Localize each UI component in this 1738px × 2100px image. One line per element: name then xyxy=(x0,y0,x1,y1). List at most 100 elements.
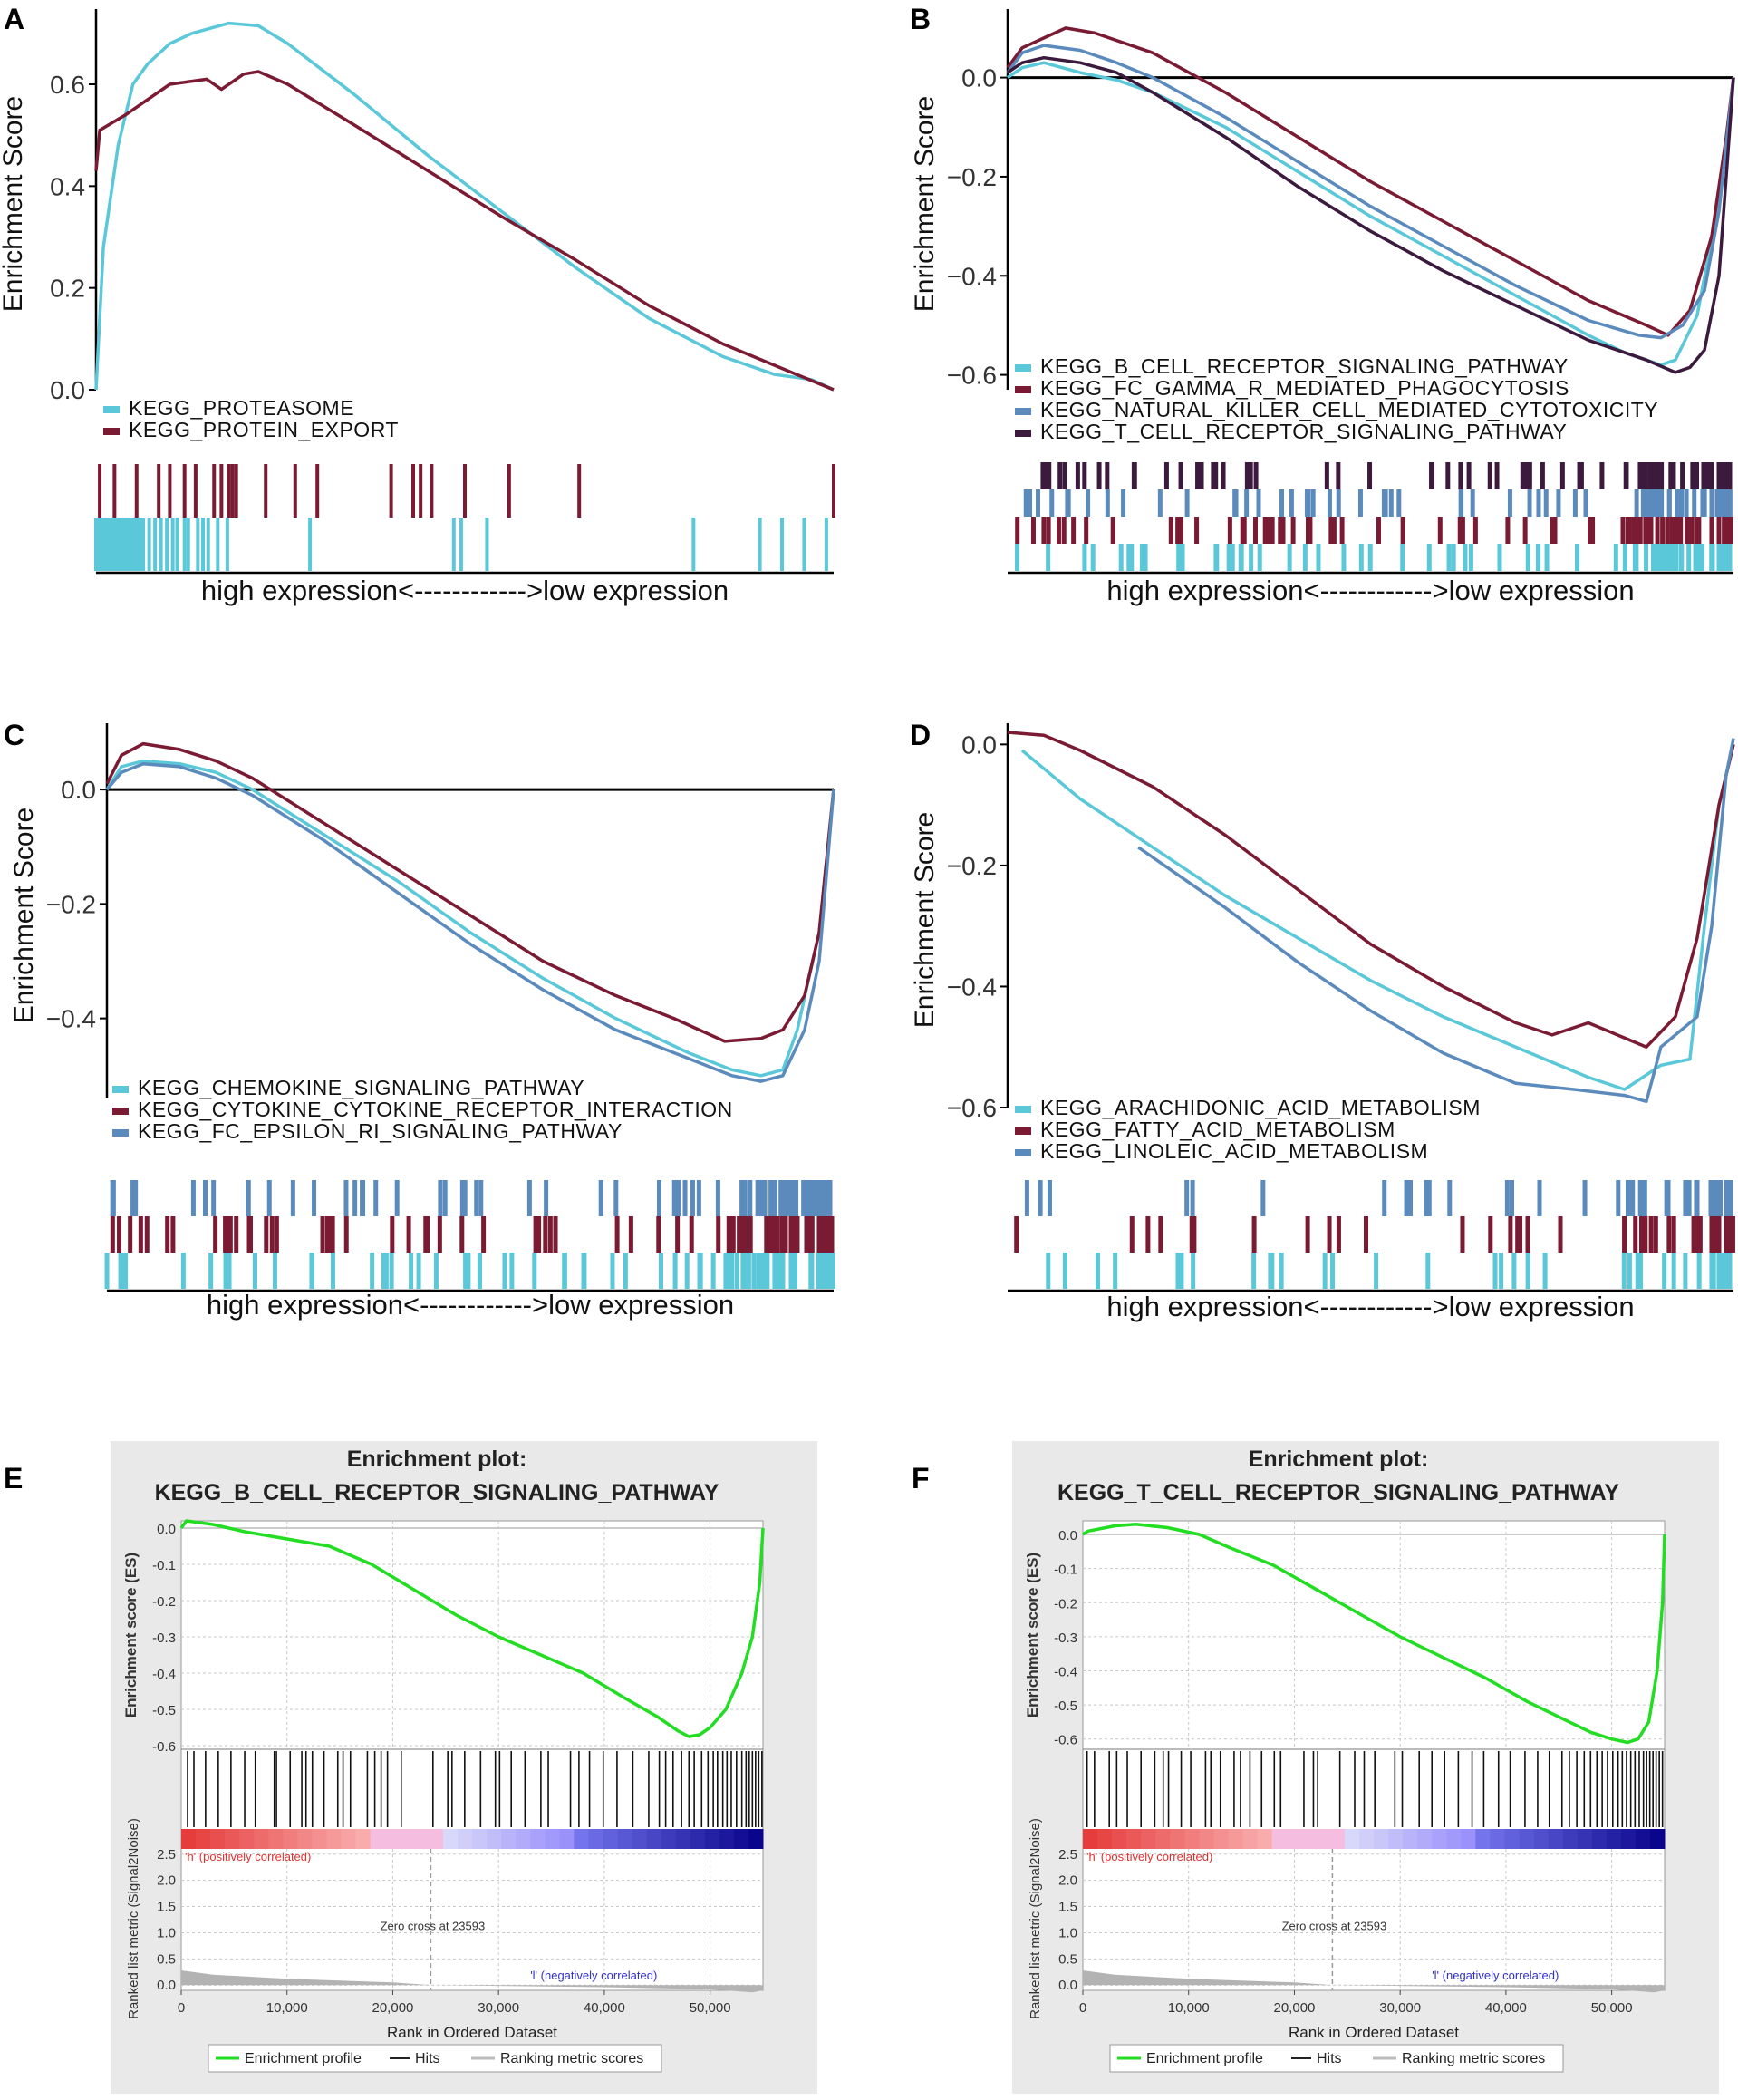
color-bar-segment xyxy=(1461,1829,1476,1849)
x-tick-label: 20,000 xyxy=(1274,2000,1316,2016)
color-bar-segment xyxy=(1213,1829,1229,1849)
x-tick-label: 10,000 xyxy=(1168,2000,1210,2016)
color-bar-segment xyxy=(516,1829,531,1849)
legend-label: KEGG_NATURAL_KILLER_CELL_MEDIATED_CYTOTO… xyxy=(1040,398,1658,421)
x-tick-label: 30,000 xyxy=(1379,2000,1421,2016)
color-bar-segment xyxy=(1374,1829,1389,1849)
legend-swatch xyxy=(112,1129,129,1137)
color-bar-segment xyxy=(472,1829,488,1849)
negative-correlation-label: 'l' (negatively correlated) xyxy=(1432,1969,1559,1982)
x-tick-label: 40,000 xyxy=(584,2000,625,2016)
rank-tick-label: 0.0 xyxy=(157,1978,176,1993)
legend-label: KEGG_ARACHIDONIC_ACID_METABOLISM xyxy=(1040,1096,1481,1119)
y-tick-label: −0.4 xyxy=(947,262,997,290)
legend-swatch xyxy=(1015,1149,1031,1156)
legend-label-hits: Hits xyxy=(1317,2051,1342,2066)
color-bar-segment xyxy=(559,1829,575,1849)
color-bar-segment xyxy=(1242,1829,1259,1849)
color-bar-segment xyxy=(1257,1829,1273,1849)
rank-tick-label: 1.5 xyxy=(157,1900,176,1915)
enrichment-profile-line xyxy=(1082,1523,1666,1745)
rank-tick-label: 1.0 xyxy=(1058,1925,1077,1940)
color-bar-segment xyxy=(1112,1829,1127,1849)
color-bar-segment xyxy=(268,1829,284,1849)
es-axis-title: Enrichment score (ES) xyxy=(122,1553,140,1718)
gsea-legend-box xyxy=(208,2044,662,2073)
color-bar-segment xyxy=(690,1829,706,1849)
legend-label: KEGG_CHEMOKINE_SIGNALING_PATHWAY xyxy=(138,1076,584,1099)
y-tick-label: 0.0 xyxy=(961,731,997,759)
legend-label-ranking: Ranking metric scores xyxy=(500,2051,643,2066)
color-bar-segment xyxy=(588,1829,603,1849)
color-bar-segment xyxy=(1388,1829,1404,1849)
y-tick-label: 0.4 xyxy=(50,172,85,200)
x-axis-title: high expression<------------>low express… xyxy=(207,1289,734,1321)
color-bar-segment xyxy=(355,1829,372,1849)
rank-tick-label: 2.5 xyxy=(1058,1847,1077,1863)
legend-swatch xyxy=(1015,386,1031,393)
gsea-plot-area xyxy=(1082,1520,1666,1991)
y-tick-label: 0.0 xyxy=(961,64,997,92)
legend-swatch xyxy=(103,406,120,413)
legend-swatch xyxy=(1015,364,1031,372)
es-line-plum xyxy=(1007,55,1735,374)
ranking-metric-area xyxy=(1083,1970,1665,1993)
rank-tick-label: 2.5 xyxy=(157,1847,176,1863)
color-bar-segment xyxy=(1417,1829,1433,1849)
panel-e-gsea-plot: Enrichment plot: KEGG_B_CELL_RECEPTOR_SIG… xyxy=(111,1441,817,2094)
color-bar-segment xyxy=(1606,1829,1622,1849)
color-bar-segment xyxy=(181,1829,197,1849)
color-bar-segment xyxy=(196,1829,211,1849)
gsea-legend-box xyxy=(1109,2044,1564,2073)
y-tick-label: 0.0 xyxy=(50,376,85,404)
panel-label-e: E xyxy=(4,1462,23,1495)
color-bar-segment xyxy=(254,1829,269,1849)
x-axis-title: high expression<------------>low express… xyxy=(201,575,729,606)
panel-label-f: F xyxy=(912,1462,930,1495)
color-bar-segment xyxy=(1228,1829,1244,1849)
rank-tick-label: 2.0 xyxy=(1058,1873,1077,1889)
gsea-title-line1: Enrichment plot: xyxy=(347,1447,527,1472)
es-tick-label: -0.2 xyxy=(1054,1596,1077,1611)
color-bar-segment xyxy=(370,1829,386,1849)
color-bar-segment xyxy=(748,1829,764,1849)
x-axis-title: high expression<------------>low express… xyxy=(1106,575,1634,606)
rank-tick-label: 1.0 xyxy=(157,1925,176,1940)
color-bar-segment xyxy=(1490,1829,1505,1849)
y-tick-label: −0.2 xyxy=(947,852,997,880)
es-tick-label: -0.6 xyxy=(1054,1733,1077,1748)
color-bar-segment xyxy=(719,1829,735,1849)
enrichment-profile-line xyxy=(179,1519,765,1738)
legend-label: KEGG_T_CELL_RECEPTOR_SIGNALING_PATHWAY xyxy=(1040,420,1567,443)
color-bar-segment xyxy=(1432,1829,1447,1849)
color-bar-segment xyxy=(1329,1829,1346,1849)
x-tick-label: 50,000 xyxy=(1591,2000,1633,2016)
legend-label-hits: Hits xyxy=(415,2051,440,2066)
legend-label: KEGG_PROTEASOME xyxy=(129,396,354,420)
color-bar-segment xyxy=(646,1829,662,1849)
es-axis-title: Enrichment score (ES) xyxy=(1024,1553,1041,1718)
color-bar-segment xyxy=(1083,1829,1098,1849)
color-bar-segment xyxy=(442,1829,459,1849)
es-tick-label: 0.0 xyxy=(157,1522,176,1537)
color-bar-segment xyxy=(661,1829,677,1849)
color-bar-segment xyxy=(1184,1829,1200,1849)
gsea-title-line1: Enrichment plot: xyxy=(1249,1447,1429,1472)
legend-label-ranking: Ranking metric scores xyxy=(1402,2051,1545,2066)
color-bar-segment xyxy=(603,1829,618,1849)
x-tick-label: 50,000 xyxy=(690,2000,731,2016)
es-line-maroon xyxy=(94,70,835,392)
zero-cross-label: Zero cross at 23593 xyxy=(381,1920,486,1933)
color-bar-segment xyxy=(1519,1829,1535,1849)
color-bar-segment xyxy=(545,1829,560,1849)
y-tick-label: −0.6 xyxy=(947,362,997,390)
color-bar-segment xyxy=(530,1829,546,1849)
positive-correlation-label: 'h' (positively correlated) xyxy=(1086,1850,1212,1863)
es-line-maroon xyxy=(105,741,835,1043)
y-tick-label: −0.2 xyxy=(46,890,96,918)
color-bar-segment xyxy=(1097,1829,1113,1849)
y-tick-label: 0.0 xyxy=(61,776,96,804)
es-tick-label: -0.1 xyxy=(152,1558,176,1573)
